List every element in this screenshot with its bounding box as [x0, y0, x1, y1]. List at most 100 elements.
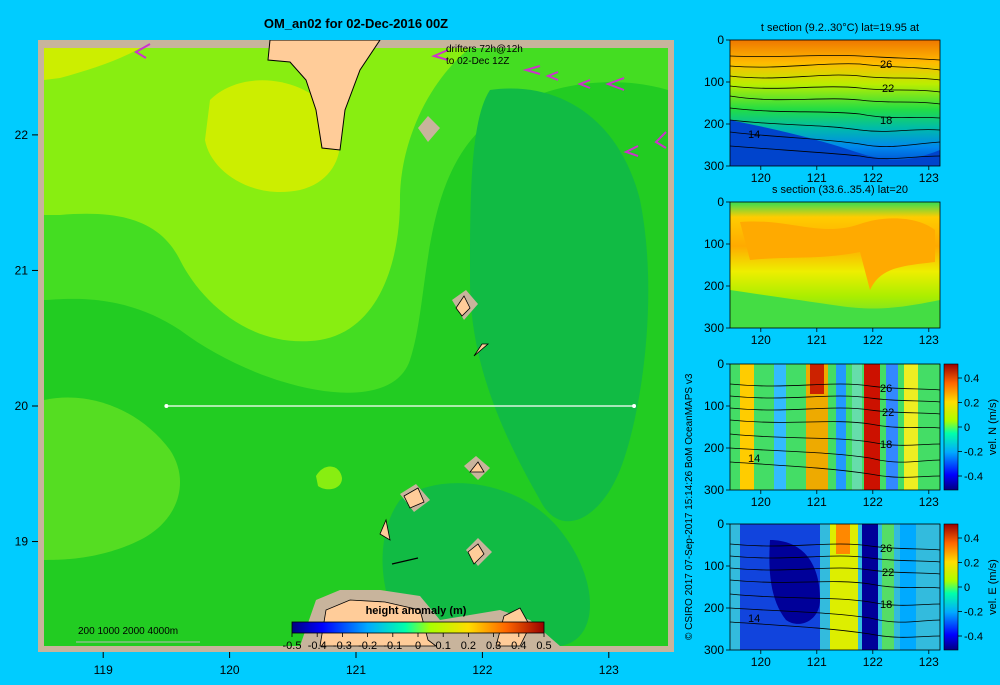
panel-2-y-tick-1: 100 — [704, 237, 724, 251]
panel-3-contour-label-0: 26 — [880, 383, 892, 395]
panel-3-band-4 — [810, 364, 824, 394]
panel-4-y-tick-3: 300 — [704, 643, 724, 657]
panel-3-cbar-tick-4: -0.4 — [964, 471, 983, 483]
panel-1-y-tick-0: 0 — [717, 33, 724, 47]
land-island-6 — [469, 461, 485, 473]
map-y-tick-label-0: 22 — [15, 128, 29, 142]
drifter-8 — [623, 145, 639, 157]
panel-4-contour-label-3: 14 — [748, 613, 760, 625]
panel-4-cbar-tick-1: 0.2 — [964, 558, 979, 570]
panel-3-band-7 — [864, 364, 880, 490]
map-x-tick-label-0: 119 — [94, 663, 113, 677]
panel-4-cbar-tick-0: 0.4 — [964, 533, 979, 545]
panel-3-contour-label-3: 14 — [748, 453, 760, 465]
panel-3-x-tick-2: 122 — [863, 495, 883, 509]
panel-3-cbar-tick-3: -0.2 — [964, 447, 983, 459]
map-y-ticks: 22 21 20 19 — [15, 128, 38, 549]
land-island-12 — [467, 543, 485, 565]
land-island-9 — [403, 487, 425, 509]
drifter-tracks — [134, 43, 667, 157]
panel-4-frame — [729, 523, 941, 651]
colorbar-tick-label-10: 0.5 — [536, 640, 551, 652]
panel-2-frame — [729, 201, 941, 329]
field-band-yellow — [205, 80, 340, 192]
land-island-10 — [379, 518, 391, 541]
drifters-label-1: drifters 72h@12h — [446, 44, 523, 55]
panel-1-frame — [729, 39, 941, 167]
panel-1-contour-label-1: 22 — [882, 83, 894, 95]
panel-1-contour-label-2: 18 — [880, 115, 892, 127]
colorbar-tick-label-2: -0.3 — [333, 640, 352, 652]
section-line-end — [632, 404, 637, 408]
panel-4-cbar-label: vel. E (m/s) — [987, 559, 999, 615]
panel-4-y-tick-0: 0 — [717, 517, 724, 531]
panel-temperature — [729, 40, 941, 166]
panel-3-x-tick-0: 120 — [751, 495, 771, 509]
drifters-label-2: to 02-Dec 12Z — [446, 56, 509, 67]
drifter-7 — [654, 131, 667, 149]
map-x-tick-label-2: 121 — [346, 663, 366, 677]
panel-3-cbar-tick-1: 0.2 — [964, 398, 979, 410]
panel-2-y-tick-0: 0 — [717, 195, 724, 209]
depth-legend: 200 1000 2000 4000m — [78, 626, 178, 637]
panel-4-band-7 — [900, 524, 916, 650]
panel-2-y-tick-2: 200 — [704, 279, 724, 293]
map-y-tick-label-3: 19 — [15, 535, 29, 549]
field-band-east — [470, 88, 649, 522]
panel-3-band-3 — [806, 364, 828, 490]
map-title: OM_an02 for 02-Dec-2016 00Z — [264, 16, 448, 31]
panel-4-contour-label-1: 22 — [882, 567, 894, 579]
panel-4-y-tick-2: 200 — [704, 601, 724, 615]
panel-1-y-tick-2: 200 — [704, 117, 724, 131]
panel-1-contour-label-0: 26 — [880, 59, 892, 71]
drifter-3 — [522, 65, 541, 75]
height-colorbar: height anomaly (m) -0.5 -0.4 -0.3 -0.2 -0.1 0… — [283, 605, 552, 652]
panel-3-contour-label-1: 22 — [882, 407, 894, 419]
panel-4-band-4 — [836, 524, 850, 554]
map-x-tick-label-1: 120 — [220, 663, 240, 677]
panel-3-band-1 — [740, 364, 754, 490]
map-x-tick-label-4: 123 — [599, 663, 619, 677]
panel-4-cbar-tick-3: -0.2 — [964, 607, 983, 619]
colorbar-tick-label-7: 0.2 — [461, 640, 476, 652]
section-line — [164, 404, 637, 408]
panel-1-x-tick-1: 121 — [807, 171, 827, 185]
map-x-tick-label-3: 122 — [472, 663, 492, 677]
panel-3-frame — [729, 363, 941, 491]
panel-4-band-6 — [882, 524, 894, 650]
panel-3-y-tick-2: 200 — [704, 441, 724, 455]
colorbar-tick-label-3: -0.2 — [358, 640, 377, 652]
land-island-13 — [391, 557, 419, 565]
map-x-ticks: 119 120 121 122 123 — [94, 652, 619, 677]
panel-1-contour-label-3: 14 — [748, 129, 760, 141]
panel-2-deep — [730, 290, 940, 328]
panel-4-colorbar — [943, 523, 959, 651]
panel-labels: t section (9.2..30°C) lat=19.95 at 120 121… — [704, 22, 999, 669]
panel-4-cbar-tick-4: -0.4 — [964, 631, 983, 643]
field-band-south — [382, 483, 590, 646]
panel-4-contour-label-2: 18 — [880, 599, 892, 611]
field-band-lime — [44, 48, 470, 342]
section-line-start — [164, 404, 169, 408]
field-band-yellow-2 — [44, 48, 140, 80]
panel-1-y-tick-1: 100 — [704, 75, 724, 89]
colorbar-ticks: -0.5 -0.4 -0.3 -0.2 -0.1 0 0.1 0.2 0.3 0.4 0.5 — [283, 633, 552, 652]
panel-2-x-tick-1: 121 — [807, 333, 827, 347]
map-y-tick-label-2: 20 — [15, 399, 29, 413]
colorbar-tick-label-1: -0.4 — [308, 640, 327, 652]
section-panels: t section (9.2..30°C) lat=19.95 at 120 121… — [704, 22, 999, 669]
colorbar-tick-label-5: 0 — [415, 640, 421, 652]
panel-3-band-6 — [852, 364, 862, 490]
map-y-tick-label-1: 21 — [15, 263, 29, 277]
panel-2-y-tick-3: 300 — [704, 321, 724, 335]
panel-4-contour-label-0: 26 — [880, 543, 892, 555]
panel-3-colorbar — [943, 363, 959, 491]
panel-4-x-tick-0: 120 — [751, 655, 771, 669]
credit-text: © CSIRO 2017 07-Sep-2017 15:14:26 BoM Oc… — [684, 373, 695, 640]
panel-2-x-tick-3: 123 — [919, 333, 939, 347]
panel-2-core — [740, 218, 935, 290]
panel-1-x-tick-0: 120 — [751, 171, 771, 185]
drifter-5 — [577, 79, 591, 89]
panel-3-x-tick-1: 121 — [807, 495, 827, 509]
